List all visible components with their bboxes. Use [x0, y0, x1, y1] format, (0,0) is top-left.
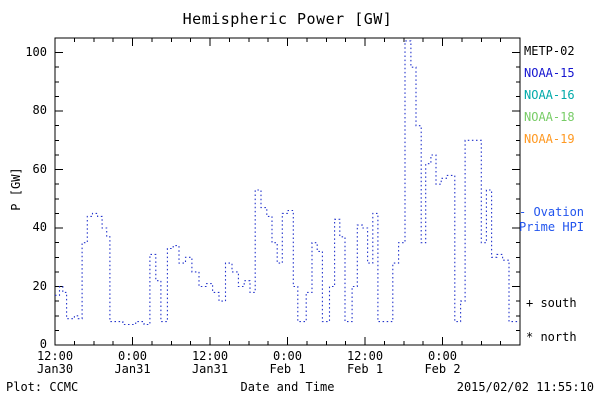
legend-item-noaa-19: NOAA-19 [524, 132, 575, 146]
x-tick-label-Feb1-000: 0:00 Feb 1 [269, 349, 306, 376]
timestamp-label: 2015/02/02 11:55:10 [456, 380, 594, 394]
legend-item-noaa-16: NOAA-16 [524, 88, 575, 102]
x-tick-label-Jan31-1200: 12:00 Jan31 [191, 349, 229, 376]
y-tick-label-0: 0 [39, 337, 47, 351]
y-tick-label-20: 20 [32, 278, 47, 293]
chart-title: Hemispheric Power [GW] [182, 10, 393, 28]
ovation-prime-hpi-label: - Ovation Prime HPI [519, 205, 585, 234]
x-tick-label-Feb2-000: 0:00 Feb 2 [424, 349, 461, 376]
x-tick-label-Jan31-000: 0:00 Jan31 [114, 349, 151, 376]
x-tick-label-Jan30-1200: 12:00 Jan30 [36, 349, 74, 376]
y-tick-label-60: 60 [32, 161, 47, 176]
x-tick-label-Feb1-1200: 12:00 Feb 1 [346, 349, 384, 376]
y-tick-label-100: 100 [25, 44, 47, 59]
satellite-legend: METP-02 NOAA-15 NOAA-16 NOAA-18 NOAA-19 [524, 40, 575, 150]
y-tick-label-80: 80 [32, 103, 47, 118]
legend-item-noaa-18: NOAA-18 [524, 110, 575, 124]
plot-source-label: Plot: CCMC [6, 380, 79, 394]
y-tick-label-40: 40 [32, 220, 47, 235]
north-marker-label: * north [526, 330, 577, 344]
hpi-data-trace [55, 40, 519, 326]
x-axis-label: Date and Time [240, 380, 335, 394]
south-marker-label: + south [526, 296, 577, 310]
legend-item-metp-02: METP-02 [524, 44, 575, 58]
legend-item-noaa-15: NOAA-15 [524, 66, 575, 80]
